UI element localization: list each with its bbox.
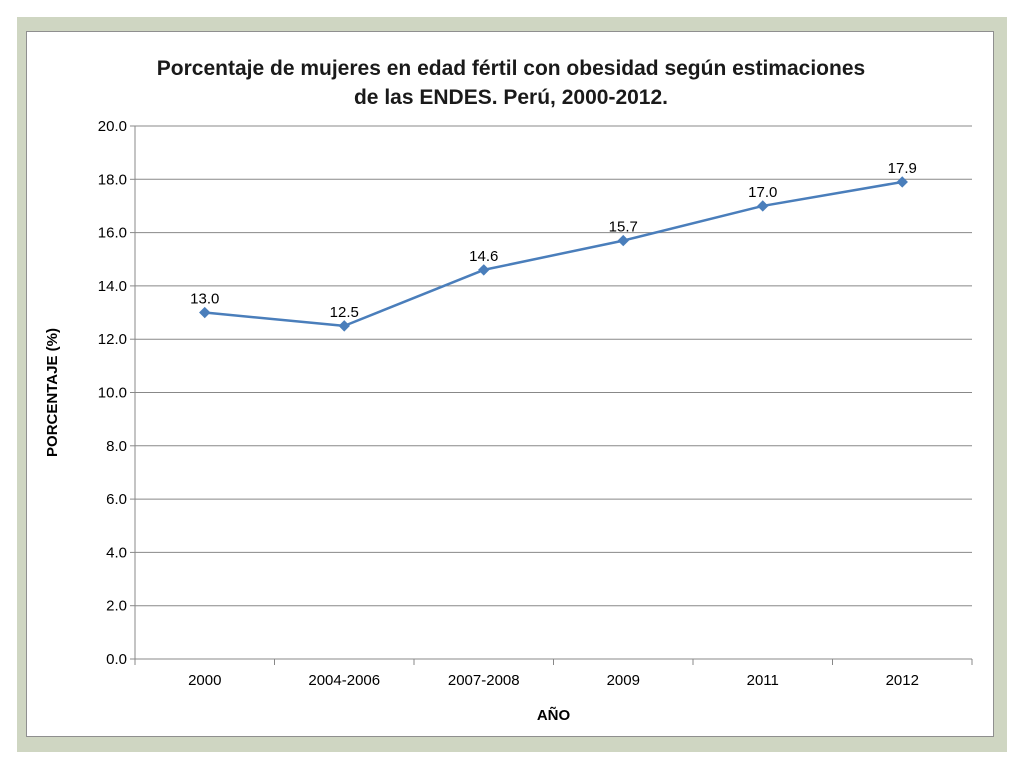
x-tick-label: 2012 [886,672,919,689]
y-tick-label: 18.0 [98,171,127,188]
y-tick-label: 6.0 [106,491,127,508]
x-tick-label: 2011 [747,672,779,689]
gridlines [135,125,972,607]
data-point-marker [896,176,908,188]
series-line [199,176,908,332]
data-label: 13.0 [190,291,219,308]
data-point-marker [617,234,629,247]
y-tick-label: 14.0 [98,278,127,295]
data-label: 12.5 [330,304,359,321]
chart-title: Porcentaje de mujeres en edad fértil con… [27,54,995,112]
y-axis-title: PORCENTAJE (%) [44,328,61,457]
x-tick-label: 2004-2006 [308,672,380,689]
x-tick-label: 2009 [607,672,640,689]
y-tick-label: 10.0 [98,385,127,402]
y-tick-label: 12.0 [98,331,127,348]
chart-title-line-2: de las ENDES. Perú, 2000-2012. [353,86,668,109]
data-point-marker [199,306,211,319]
series-polyline [204,180,903,328]
y-tick-label: 8.0 [106,438,127,455]
data-point-marker [757,200,769,212]
data-point-marker [478,264,490,276]
data-label: 17.0 [748,184,777,201]
slide-frame: Porcentaje de mujeres en edad fértil con… [17,17,1007,752]
y-tick-label: 2.0 [106,598,127,615]
y-tick-label: 0.0 [106,651,127,668]
data-labels: 13.0 12.5 14.6 15.7 17.0 17.9 [190,160,917,321]
data-label: 15.7 [609,219,638,236]
data-label: 14.6 [469,248,498,265]
x-axis-title: AÑO [537,706,571,724]
chart-title-line-1: Porcentaje de mujeres en edad fértil con… [156,57,866,80]
y-tick-label: 4.0 [106,544,127,561]
data-label: 17.9 [888,160,917,177]
data-point-marker [338,320,350,332]
x-tick-label: 2007-2008 [448,672,520,689]
y-tick-label: 16.0 [98,225,127,242]
x-tick-label: 2000 [188,672,221,689]
chart-area: Porcentaje de mujeres en edad fértil con… [26,31,994,737]
line-chart: 0.0 2.0 4.0 6.0 8.0 10.0 12.0 14.0 16.0 18.0 20.0 2… [44,118,973,724]
axes: 0.0 2.0 4.0 6.0 8.0 10.0 12.0 14.0 16.0 18.0 20.0 2… [98,118,973,689]
y-tick-label: 20.0 [98,118,127,135]
